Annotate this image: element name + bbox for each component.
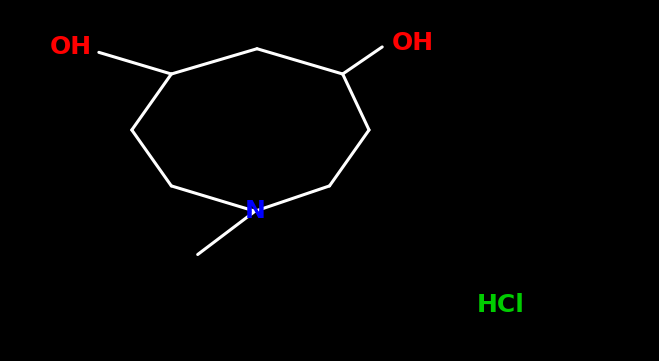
Text: HCl: HCl [477, 293, 525, 317]
Text: OH: OH [49, 35, 92, 59]
Text: OH: OH [392, 31, 434, 55]
Text: N: N [244, 199, 266, 223]
